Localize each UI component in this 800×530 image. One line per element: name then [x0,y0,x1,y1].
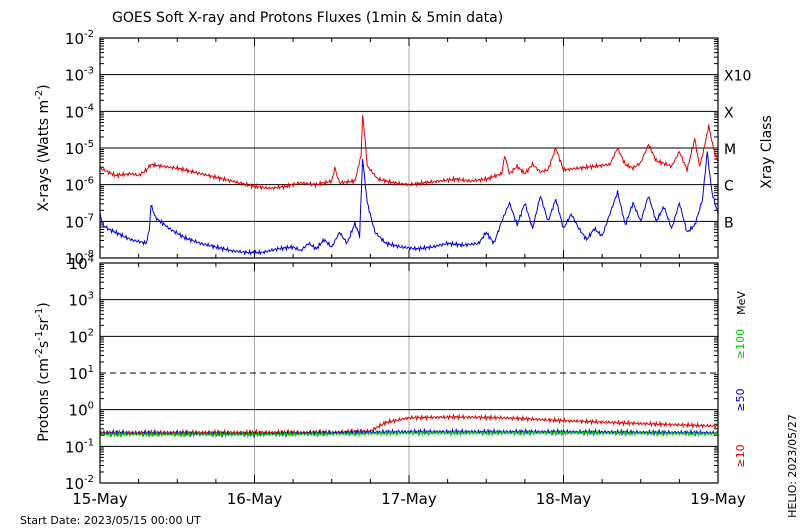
xray-y-tick-label: 10-3 [65,66,94,85]
xray-y-tick-label: 10-5 [65,139,94,158]
proton-panel-frame [99,262,719,484]
proton-y-tick-label: 104 [69,254,94,273]
x-axis-date-label: 16-May [227,490,283,508]
proton-series-line [99,429,719,439]
xray-y-tick-label: 10-7 [65,212,94,231]
proton-grid [100,263,718,483]
xray-panel: 10-2 10-3 10-4 10-5 10-6 10-7 10-8 X10 X M C B X-r… [34,29,775,268]
proton-energy-label: ≥100 [734,329,747,359]
xray-y-tick-label: 10-8 [65,249,94,268]
proton-series [99,412,719,439]
xray-series-line [99,151,719,257]
proton-energy-label: ≥10 [734,444,747,467]
xray-class-label: X10 [724,69,751,85]
proton-y-tick-label: 10-2 [65,474,94,493]
xray-panel-frame [99,37,719,259]
xray-y-tick-label: 10-4 [65,102,94,121]
x-axis-date-label: 18-May [536,490,592,508]
x-axis-date-label: 17-May [381,490,437,508]
helio-date-label: HELIO: 2023/05/27 [786,414,799,518]
proton-y-tick-label: 100 [69,401,94,420]
proton-energy-labels: ≥100 ≥50 ≥10 [734,329,747,468]
proton-y-tick-label: 103 [69,291,94,310]
x-axis-date-label: 19-May [690,490,746,508]
proton-y-ticks: 104 103 102 101 100 10-1 10-2 [65,254,94,493]
xray-y-tick-label: 10-6 [65,176,94,195]
xray-grid [100,38,718,258]
xray-series [99,114,719,257]
xray-class-labels: X10 X M C B [724,69,751,232]
xray-y-ticks: 10-2 10-3 10-4 10-5 10-6 10-7 10-8 [65,29,94,268]
proton-y-axis-label: Protons (cm-2s-1sr-1) [34,302,52,441]
proton-energy-label: ≥50 [734,388,747,411]
chart-title: GOES Soft X-ray and Protons Fluxes (1min… [112,10,503,26]
start-date-label: Start Date: 2023/05/15 00:00 UT [20,514,201,527]
x-axis-date-label: 15-May [72,490,128,508]
proton-panel: 104 103 102 101 100 10-1 10-2 Protons (cm-2s-1… [34,254,748,493]
xray-class-axis-label: Xray Class [759,115,775,189]
x-axis-labels: 15-May 16-May 17-May 18-May 19-May [72,490,746,508]
xray-class-label: B [724,215,734,231]
proton-series-line [99,412,719,437]
proton-y-tick-label: 102 [69,327,94,346]
xray-y-tick-label: 10-2 [65,29,94,48]
proton-y-tick-label: 101 [69,364,94,383]
xray-class-label: C [724,179,734,195]
xray-class-label: X [724,105,734,121]
xray-class-label: M [724,142,736,158]
xray-y-axis-label: X-rays (Watts m-2) [34,84,52,211]
proton-units-label: MeV [735,291,748,315]
proton-y-tick-label: 10-1 [65,437,94,456]
xray-series-line [99,114,719,191]
